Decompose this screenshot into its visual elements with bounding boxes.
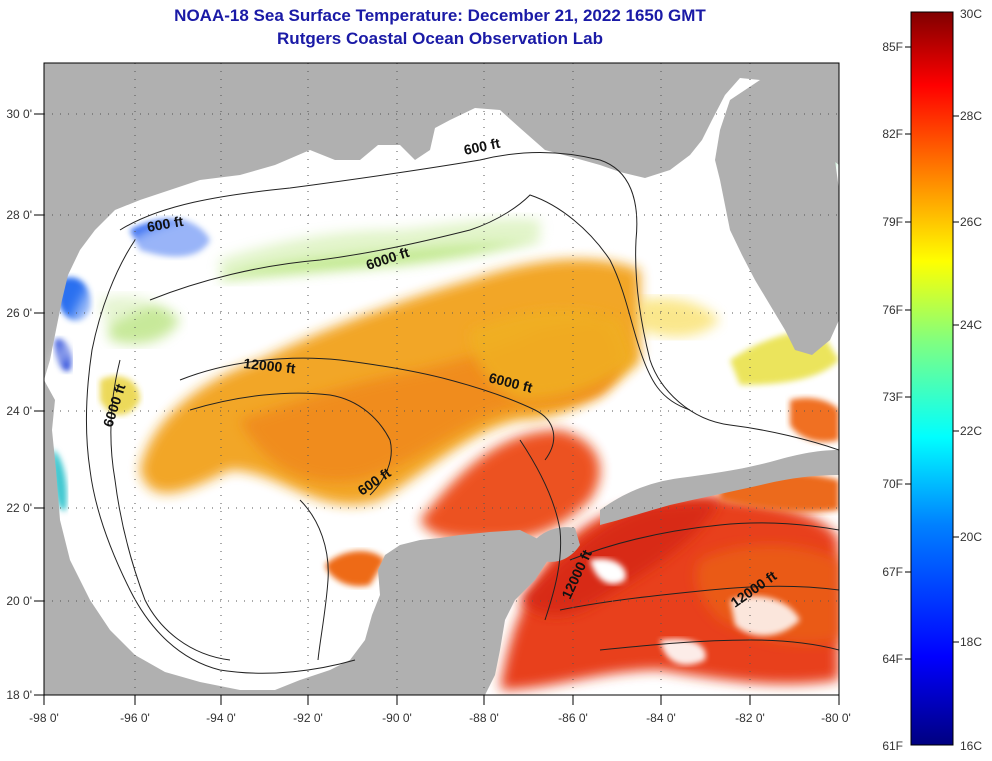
colorbar-f-label: 73F [882,390,903,404]
map-subtitle: Rutgers Coastal Ocean Observation Lab [277,29,603,48]
colorbar-f-label: 67F [882,565,903,579]
colorbar-c-label: 20C [960,530,982,544]
colorbar-c-label: 30C [960,7,982,21]
colorbar-f-label: 61F [882,739,903,753]
colorbar-f-label: 79F [882,215,903,229]
colorbar-gradient [910,11,954,746]
land-layer [44,63,839,695]
lat-tick-label: 24 0' [6,404,32,418]
map-title: NOAA-18 Sea Surface Temperature: Decembe… [174,6,706,25]
axis-ticks [34,113,840,705]
lon-tick-label: -82 0' [735,711,765,725]
lon-tick-label: -84 0' [646,711,676,725]
colorbar-c-label: 26C [960,215,982,229]
bathymetry-contours [85,152,839,674]
colorbar-c-label: 28C [960,109,982,123]
cloud-cover [44,177,640,380]
contour-label: 600 ft [462,135,501,158]
colorbar-f-label: 85F [882,40,903,54]
lat-tick-label: 26 0' [6,306,32,320]
colorbar-c-label: 24C [960,318,982,332]
lon-tick-label: -98 0' [29,711,59,725]
colorbar-f-label: 64F [882,652,903,666]
lat-tick-label: 22 0' [6,501,32,515]
colorbar-f-label: 76F [882,303,903,317]
lon-tick-label: -80 0' [821,711,851,725]
lon-tick-label: -96 0' [120,711,150,725]
lat-tick-label: 18 0' [6,688,32,702]
lat-tick-label: 20 0' [6,594,32,608]
colorbar-c-label: 16C [960,739,982,753]
lon-tick-label: -94 0' [206,711,236,725]
colorbar-f-label: 82F [882,127,903,141]
latitude-axis: 30 0' 28 0' 26 0' 24 0' 22 0' 20 0' 18 0… [6,107,32,702]
lat-tick-label: 30 0' [6,107,32,121]
colorbar-c-label: 22C [960,424,982,438]
colorbar: 85F 82F 79F 76F 73F 70F 67F 64F 61F 30C … [882,7,982,753]
lat-tick-label: 28 0' [6,208,32,222]
contour-label: 600 ft [146,213,185,235]
lon-tick-label: -92 0' [293,711,323,725]
longitude-axis: -98 0' -96 0' -94 0' -92 0' -90 0' -88 0… [29,711,851,725]
contour-label: 12000 ft [243,355,297,376]
colorbar-c-label: 18C [960,635,982,649]
lon-tick-label: -86 0' [558,711,588,725]
lon-tick-label: -90 0' [382,711,412,725]
colorbar-f-label: 70F [882,477,903,491]
map-frame [43,62,840,696]
lon-tick-label: -88 0' [469,711,499,725]
